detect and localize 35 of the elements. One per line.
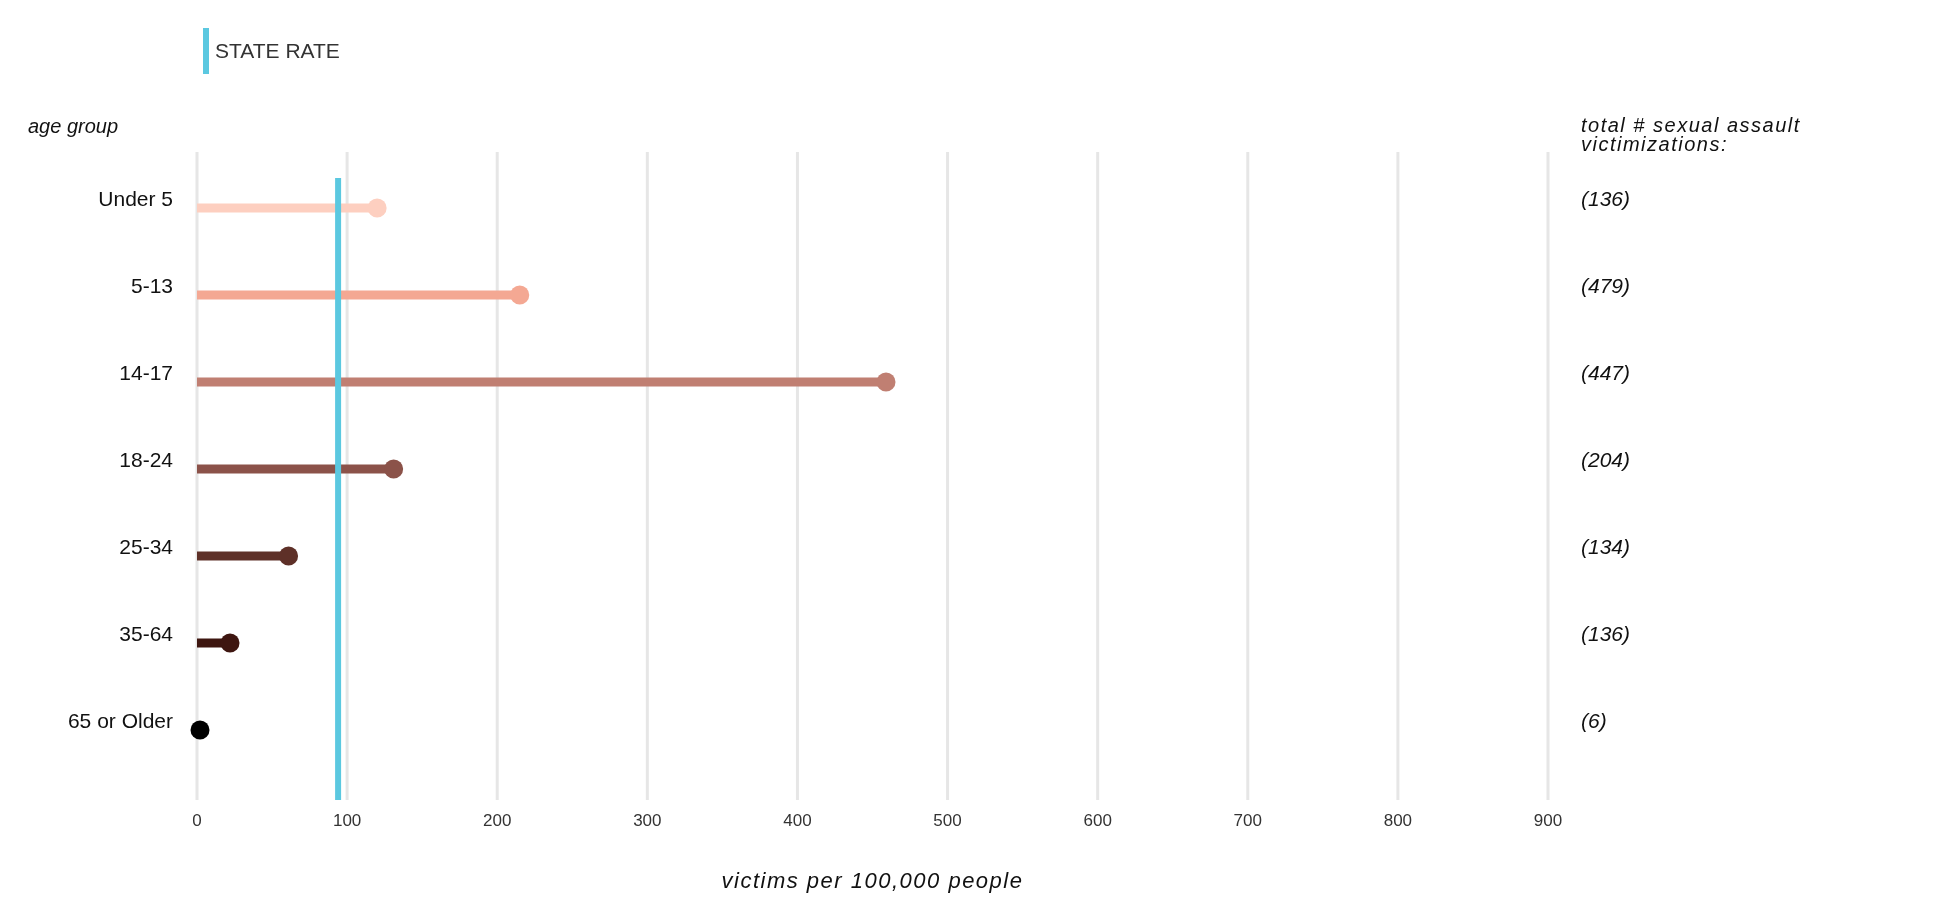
x-tick-label: 200 <box>483 811 512 830</box>
x-tick-label: 600 <box>1083 811 1112 830</box>
text: total # sexual assault victimizations: <box>1581 114 1801 155</box>
x-axis-title: victims per 100,000 people <box>721 868 1024 893</box>
x-tick-label: 0 <box>192 811 202 830</box>
x-tick-label: 300 <box>633 811 662 830</box>
x-tick-label: 900 <box>1533 811 1563 830</box>
text: (447) <box>1581 361 1631 384</box>
text: (136) <box>1581 622 1631 645</box>
x-tick-label: 100 <box>332 811 362 830</box>
text: (479) <box>1581 274 1631 297</box>
y-tick-label: 25-34 <box>119 535 174 558</box>
point <box>190 720 210 740</box>
point <box>220 633 240 653</box>
point <box>384 459 404 479</box>
y-tick-label: 18-24 <box>119 448 174 471</box>
x-tick-label: 400 <box>783 811 812 830</box>
y-axis-title: age group <box>28 115 119 137</box>
text: (6) <box>1581 709 1607 732</box>
point <box>279 546 299 566</box>
y-tick-label: 14-17 <box>119 361 173 384</box>
x-tick-label: 800 <box>1383 811 1413 830</box>
point <box>367 198 387 218</box>
y-tick-label: Under 5 <box>98 187 173 210</box>
point <box>510 285 530 305</box>
y-tick-label: 5-13 <box>130 274 173 297</box>
point <box>876 372 896 392</box>
y-tick-label: 35-64 <box>119 622 174 645</box>
x-tick-label: 500 <box>933 811 962 830</box>
y-tick-label: 65 or Older <box>67 709 173 732</box>
text: (136) <box>1581 187 1631 210</box>
text: (204) <box>1581 448 1631 471</box>
x-tick-label: 700 <box>1233 811 1262 830</box>
text: (134) <box>1581 535 1631 558</box>
legend-label: STATE RATE <box>215 39 340 62</box>
